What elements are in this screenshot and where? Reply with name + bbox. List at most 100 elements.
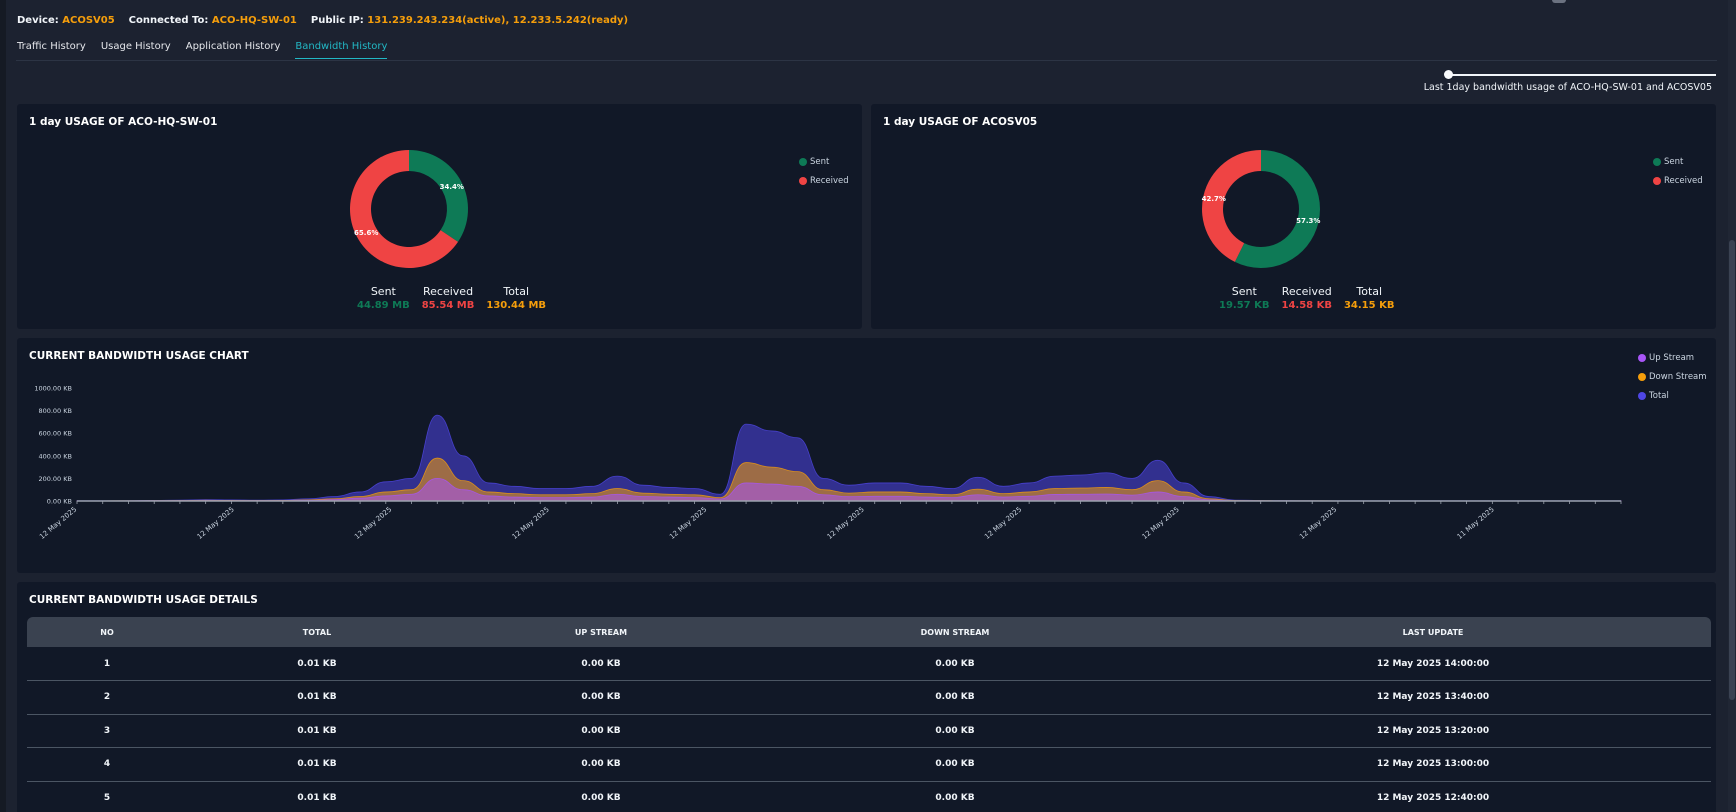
cell-total: 0.01 KB: [187, 647, 447, 681]
cell-upstream: 0.00 KB: [447, 781, 755, 812]
cell-upstream: 0.00 KB: [447, 714, 755, 748]
stat-sent: Sent 19.57 KB: [1219, 285, 1270, 311]
received-dot-icon: [1653, 176, 1661, 185]
table-header-row: NO TOTAL UP STREAM DOWN STREAM LAST UPDA…: [27, 617, 1711, 647]
cell-last-update: 12 May 2025 13:00:00: [1155, 747, 1711, 782]
scrollbar-thumb[interactable]: [1729, 240, 1735, 700]
donut-label-sent: 34.4%: [440, 183, 464, 191]
slider-track: [1448, 74, 1716, 76]
device-info-bar: Device: ACOSV05 Connected To: ACO-HQ-SW-…: [17, 15, 628, 26]
device-usage-stats: Sent 19.57 KB Received 14.58 KB Total 34.15…: [1219, 285, 1394, 311]
cell-downstream: 0.00 KB: [755, 747, 1155, 782]
y-axis-tick-label: 1000.00 KB: [34, 385, 72, 393]
total-dot-icon: [1638, 391, 1646, 400]
cell-upstream: 0.00 KB: [447, 680, 755, 715]
bandwidth-details-card: CURRENT BANDWIDTH USAGE DETAILS NO TOTAL…: [17, 582, 1716, 812]
stat-total: Total 34.15 KB: [1343, 285, 1395, 311]
legend-total[interactable]: Total: [1638, 386, 1707, 405]
cell-total: 0.01 KB: [187, 781, 447, 812]
stat-sent: Sent 44.89 MB: [357, 285, 410, 311]
device-usage-title: 1 day USAGE OF ACOSV05: [883, 116, 1038, 128]
x-axis-tick-label: 12 May 2025: [511, 505, 551, 540]
connected-switch: ACO-HQ-SW-01: [211, 15, 297, 26]
cell-total: 0.01 KB: [187, 747, 447, 782]
table-row: 4 0.01 KB 0.00 KB 0.00 KB 12 May 2025 13…: [27, 747, 1711, 782]
y-axis-tick-label: 600.00 KB: [38, 430, 72, 438]
history-tabs: Traffic History Usage History Applicatio…: [17, 41, 388, 59]
x-axis-tick-label: 12 May 2025: [1298, 505, 1338, 540]
switch-donut: 34.4% 65.6%: [350, 150, 469, 268]
top-corner-handle: [1552, 0, 1566, 3]
bandwidth-chart-title: CURRENT BANDWIDTH USAGE CHART: [29, 350, 249, 362]
x-axis-tick-label: 12 May 2025: [196, 505, 236, 540]
bandwidth-chart-legend: Up Stream Down Stream Total: [1638, 348, 1707, 405]
donut-slice-sent[interactable]: [1234, 150, 1320, 268]
cell-no: 4: [27, 747, 187, 782]
table-row: 5 0.01 KB 0.00 KB 0.00 KB 12 May 2025 12…: [27, 781, 1711, 812]
switch-donut-chart: 34.4% 65.6%: [350, 150, 469, 268]
cell-downstream: 0.00 KB: [755, 714, 1155, 748]
cell-last-update: 12 May 2025 12:40:00: [1155, 781, 1711, 812]
donut-label-received: 42.7%: [1202, 195, 1226, 203]
switch-usage-legend: Sent Received: [799, 152, 849, 190]
slider-handle[interactable]: [1444, 70, 1453, 79]
cell-total: 0.01 KB: [187, 680, 447, 715]
x-axis-tick-label: 12 May 2025: [983, 505, 1023, 540]
device-name: ACOSV05: [62, 15, 115, 26]
series-area-down-stream[interactable]: [76, 457, 1622, 502]
bandwidth-area-chart: 0.00 KB 200.00 KB 400.00 KB 600.00 KB 800.00…: [34, 385, 1622, 541]
sent-dot-icon: [799, 157, 807, 166]
time-range-slider[interactable]: [1444, 68, 1716, 80]
series-area-total[interactable]: [76, 414, 1622, 502]
tab-traffic-history[interactable]: Traffic History: [17, 41, 86, 52]
x-axis-tick-label: 11 May 2025: [1456, 505, 1496, 540]
device-donut: 57.3% 42.7%: [1202, 150, 1320, 268]
column-header-downstream[interactable]: DOWN STREAM: [755, 617, 1155, 647]
downstream-dot-icon: [1638, 372, 1646, 381]
donut-slice-received[interactable]: [1202, 150, 1261, 262]
range-caption: Last 1day bandwidth usage of ACO-HQ-SW-0…: [1423, 82, 1712, 93]
x-axis-tick-label: 12 May 2025: [668, 505, 708, 540]
sent-dot-icon: [1653, 157, 1661, 166]
bandwidth-chart-card: CURRENT BANDWIDTH USAGE CHART 0.00 KB 200…: [17, 338, 1716, 573]
legend-received[interactable]: Received: [1653, 171, 1703, 190]
column-header-upstream[interactable]: UP STREAM: [447, 617, 755, 647]
column-header-total[interactable]: TOTAL: [187, 617, 447, 647]
legend-received[interactable]: Received: [799, 171, 849, 190]
vertical-scrollbar[interactable]: [1728, 0, 1736, 812]
device-info: Device: ACOSV05: [17, 15, 115, 26]
bandwidth-details-title: CURRENT BANDWIDTH USAGE DETAILS: [29, 594, 258, 606]
legend-sent[interactable]: Sent: [799, 152, 849, 171]
tab-bandwidth-history[interactable]: Bandwidth History: [295, 41, 388, 59]
public-ip-info: Public IP: 131.239.243.234(active), 12.2…: [310, 15, 629, 26]
legend-upstream[interactable]: Up Stream: [1638, 348, 1707, 367]
donut-slice-sent[interactable]: [409, 150, 469, 242]
tab-application-history[interactable]: Application History: [185, 41, 281, 52]
legend-sent[interactable]: Sent: [1653, 152, 1703, 171]
cell-no: 2: [27, 680, 187, 715]
legend-downstream[interactable]: Down Stream: [1638, 367, 1707, 386]
y-axis-tick-label: 400.00 KB: [38, 452, 72, 460]
column-header-last-update[interactable]: LAST UPDATE: [1155, 617, 1711, 647]
device-usage-card: 1 day USAGE OF ACOSV05 57.3% 42.7% Sent R…: [871, 104, 1716, 329]
cell-no: 3: [27, 714, 187, 748]
column-header-no[interactable]: NO: [27, 617, 187, 647]
cell-no: 1: [27, 647, 187, 681]
switch-usage-stats: Sent 44.89 MB Received 85.54 MB Total 130.4…: [357, 285, 546, 311]
x-axis-tick-label: 12 May 2025: [38, 505, 78, 540]
x-axis-tick-label: 12 May 2025: [826, 505, 866, 540]
public-ip-value: 131.239.243.234(active), 12.233.5.242(re…: [367, 15, 629, 26]
cell-last-update: 12 May 2025 13:40:00: [1155, 680, 1711, 715]
device-usage-legend: Sent Received: [1653, 152, 1703, 190]
donut-slice-received[interactable]: [350, 150, 459, 268]
stat-total: Total 130.44 MB: [486, 285, 547, 311]
switch-usage-title: 1 day USAGE OF ACO-HQ-SW-01: [29, 116, 218, 128]
table-row: 2 0.01 KB 0.00 KB 0.00 KB 12 May 2025 13…: [27, 680, 1711, 715]
tab-usage-history[interactable]: Usage History: [100, 41, 171, 52]
cell-upstream: 0.00 KB: [447, 747, 755, 782]
cell-no: 5: [27, 781, 187, 812]
y-axis-tick-label: 0.00 KB: [47, 498, 72, 506]
cell-downstream: 0.00 KB: [755, 680, 1155, 715]
x-axis-tick-label: 12 May 2025: [353, 505, 393, 540]
